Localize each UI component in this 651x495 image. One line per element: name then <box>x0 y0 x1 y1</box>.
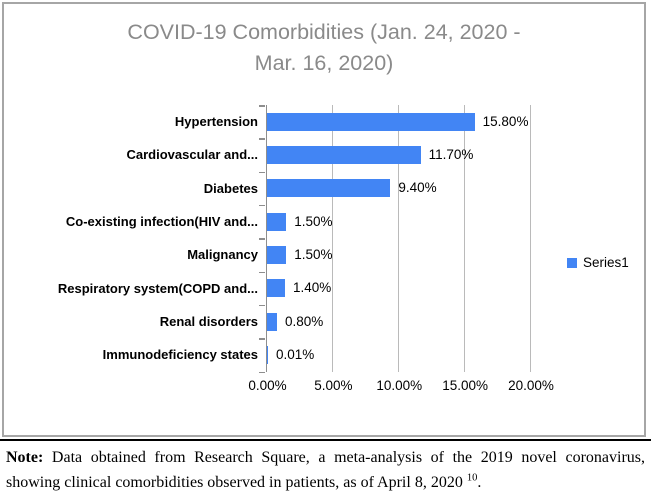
x-axis-tick-label: 15.00% <box>442 378 489 393</box>
data-label: 0.01% <box>276 346 315 362</box>
note-text: Note: Data obtained from Research Square… <box>6 445 645 495</box>
category-label: Immunodeficiency states <box>102 347 258 363</box>
bar <box>266 312 278 331</box>
x-axis-tick-label: 20.00% <box>508 378 554 393</box>
bar <box>266 112 475 131</box>
y-axis-tick <box>259 271 265 274</box>
bar <box>266 279 285 298</box>
bar <box>266 145 421 164</box>
y-axis-tick <box>259 171 265 174</box>
bar <box>266 179 391 198</box>
legend-label: Series1 <box>583 255 629 270</box>
note-line-1: Note: Data obtained from Research Square… <box>6 445 645 470</box>
category-label: Hypertension <box>174 114 258 130</box>
chart-title-line-2: Mar. 16, 2020) <box>254 51 394 75</box>
x-axis-tick-label: 5.00% <box>314 378 353 393</box>
category-label: Diabetes <box>203 180 258 196</box>
data-label: 15.80% <box>482 113 529 129</box>
legend: Series1 <box>567 255 629 270</box>
y-axis-tick <box>259 371 265 373</box>
y-axis-tick <box>259 238 265 240</box>
y-axis-tick <box>259 105 265 107</box>
y-axis-tick <box>259 138 265 140</box>
bar <box>266 245 287 264</box>
bar <box>266 345 268 364</box>
data-label: 1.40% <box>292 280 332 296</box>
gridline <box>464 105 466 372</box>
divider-line <box>0 439 651 441</box>
category-label: Malignancy <box>187 247 258 263</box>
x-axis-labels: 0.00% 5.00% 10.00% 15.00% 20.00% <box>4 378 644 396</box>
y-axis-tick <box>259 338 265 340</box>
gridline <box>530 105 531 372</box>
data-label: 11.70% <box>428 146 474 162</box>
note-label: Note: <box>6 449 44 466</box>
legend-marker-icon <box>567 257 577 268</box>
chart-title: COVID-19 Comorbidities (Jan. 24, 2020 - … <box>4 17 644 79</box>
category-label: Respiratory system(COPD and... <box>57 280 258 296</box>
category-label: Co-existing infection(HIV and... <box>65 214 258 230</box>
note-line2-text: showing clinical comorbidities observed … <box>6 474 467 491</box>
category-label: Renal disorders <box>159 314 258 330</box>
note-citation-superscript: 10 <box>466 472 478 484</box>
category-labels: Hypertension Cardiovascular and... Diabete… <box>4 105 258 372</box>
category-label: Cardiovascular and... <box>126 147 259 163</box>
gridline <box>332 105 334 372</box>
note-line1-text: Data obtained from Research Square, a me… <box>51 449 646 466</box>
chart-container: COVID-19 Comorbidities (Jan. 24, 2020 - … <box>2 2 646 437</box>
y-axis-tick <box>259 304 265 307</box>
note-line-2: showing clinical comorbidities observed … <box>6 470 645 495</box>
x-axis-tick-label: 0.00% <box>248 378 287 393</box>
bar <box>266 212 287 231</box>
data-label: 9.40% <box>398 180 437 196</box>
x-axis-tick-label: 10.00% <box>376 378 423 393</box>
data-label: 1.50% <box>294 213 333 229</box>
data-label: 1.50% <box>294 246 333 262</box>
gridline <box>398 105 400 372</box>
y-axis-tick <box>259 204 265 207</box>
note-period: . <box>477 474 482 491</box>
plot-area: 15.80% 11.70% 9.40% 1.50% 1.50% 1.40% 0.80% 0.0… <box>259 105 531 373</box>
chart-title-line-1: COVID-19 Comorbidities (Jan. 24, 2020 - <box>127 20 521 44</box>
data-label: 0.80% <box>285 313 324 329</box>
